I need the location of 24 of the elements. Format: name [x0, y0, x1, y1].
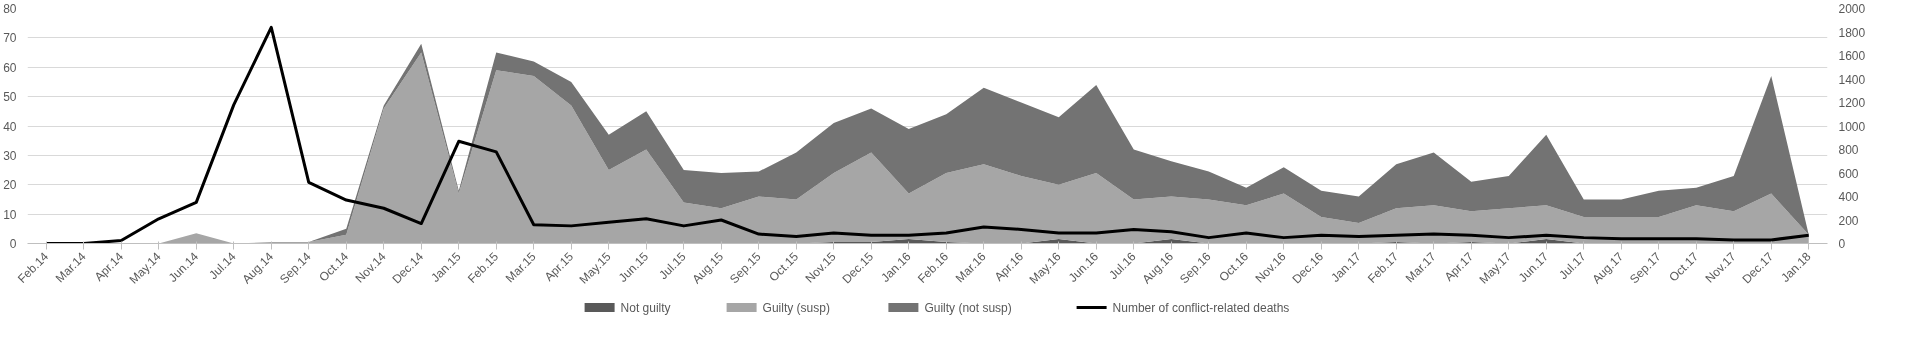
y2-tick-label: 1400 — [1838, 72, 1866, 87]
y2-tick-label: 0 — [1838, 237, 1846, 251]
y2-tick-label: 200 — [1838, 213, 1859, 228]
legend-label: Number of conflict-related deaths — [1112, 300, 1290, 315]
y2-tick-label: 2000 — [1838, 2, 1866, 16]
y-tick-label: 50 — [3, 90, 17, 105]
y-tick-label: 0 — [9, 237, 17, 251]
y2-tick-label: 600 — [1838, 166, 1859, 181]
y-tick-label: 60 — [3, 60, 17, 75]
y2-tick-label: 400 — [1838, 190, 1859, 204]
y-tick-label: 10 — [3, 207, 17, 222]
y2-tick-label: 1600 — [1838, 49, 1866, 63]
y-tick-label: 20 — [3, 178, 17, 193]
legend-label: Guilty (susp) — [762, 300, 830, 315]
legend-label: Guilty (not susp) — [924, 300, 1012, 315]
y-tick-label: 30 — [3, 148, 17, 163]
y-tick-label: 40 — [3, 119, 17, 134]
legend-label: Not guilty — [620, 300, 671, 315]
y2-tick-label: 800 — [1838, 143, 1859, 157]
y2-tick-label: 1200 — [1838, 96, 1866, 110]
y-tick-label: 70 — [3, 31, 17, 46]
y2-tick-label: 1000 — [1838, 119, 1866, 134]
y2-tick-label: 1800 — [1838, 25, 1866, 40]
y-tick-label: 80 — [3, 2, 17, 16]
